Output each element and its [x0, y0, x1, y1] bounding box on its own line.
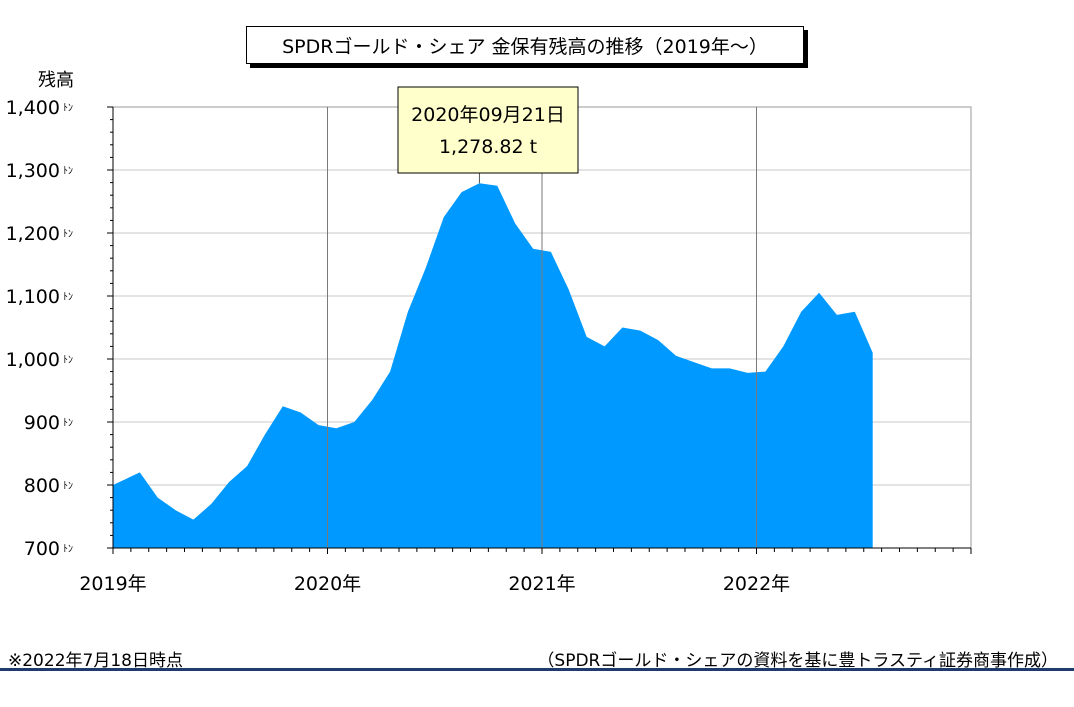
bottom-rule — [0, 668, 1074, 671]
source-note: （SPDRゴールド・シェアの資料を基に豊トラスティ証券商事作成） — [537, 651, 1058, 671]
footnote: ※2022年7月18日時点 — [8, 651, 183, 671]
y-tick-label: 1,100 — [6, 286, 60, 308]
y-tick-label: 1,200 — [6, 223, 60, 245]
y-tick-unit: ﾄﾝ — [63, 166, 73, 177]
y-tick-unit: ﾄﾝ — [63, 103, 73, 114]
y-tick-unit: ﾄﾝ — [63, 229, 73, 240]
y-tick-label: 1,300 — [6, 160, 60, 182]
y-tick-unit: ﾄﾝ — [63, 544, 73, 555]
x-tick-label: 2021年 — [508, 573, 575, 595]
chart-title: SPDRゴールド・シェア 金保有残高の推移（2019年～） — [246, 26, 804, 64]
annotation-box — [397, 86, 579, 174]
y-axis-title: 残高 — [38, 70, 74, 91]
y-tick-label: 900 — [24, 412, 60, 434]
x-tick-label: 2022年 — [723, 573, 790, 595]
x-tick-label: 2020年 — [294, 573, 361, 595]
y-tick-label: 700 — [24, 538, 60, 560]
y-tick-label: 1,400 — [6, 97, 60, 119]
y-tick-unit: ﾄﾝ — [63, 418, 73, 429]
y-tick-unit: ﾄﾝ — [63, 355, 73, 366]
y-tick-unit: ﾄﾝ — [63, 292, 73, 303]
annotation-value: 1,278.82 t — [439, 136, 537, 158]
y-tick-label: 800 — [24, 475, 60, 497]
series-area — [113, 183, 873, 548]
y-tick-label: 1,000 — [6, 349, 60, 371]
annotation-date: 2020年09月21日 — [411, 104, 565, 126]
x-tick-label: 2019年 — [79, 573, 146, 595]
y-tick-unit: ﾄﾝ — [63, 481, 73, 492]
